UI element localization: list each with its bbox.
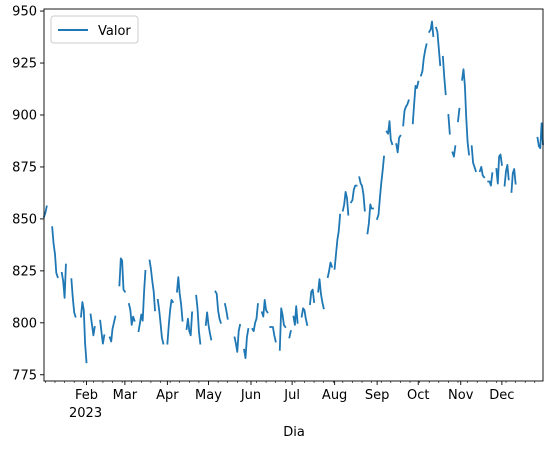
series-0-segment-22 [251, 303, 259, 333]
series-0-segment-21 [243, 327, 250, 360]
x-tick-label-6: Aug [322, 388, 347, 403]
series-0-segment-19 [223, 303, 229, 320]
y-tick-label-5: 900 [12, 108, 37, 123]
series-0-segment-13 [166, 298, 175, 345]
series-0-segment-12 [156, 298, 165, 345]
series-0-segment-10 [137, 269, 147, 333]
series-0-segment-5 [89, 313, 96, 337]
series-0-segment-18 [214, 290, 222, 324]
series-0-segment-24 [269, 326, 277, 343]
y-tick-label-4: 875 [12, 160, 37, 175]
series-0-segment-43 [427, 20, 435, 37]
series-0-segment-40 [402, 99, 410, 127]
series-0-segment-16 [195, 294, 202, 345]
series-0-segment-4 [80, 301, 88, 364]
x-axis-title: Dia [283, 425, 305, 440]
x-tick-label-4: Jun [240, 388, 261, 403]
y-axis: 775 800 825 850 875 900 925 950 [12, 5, 44, 383]
y-tick-label-2: 825 [12, 264, 37, 279]
series-0-segment-1 [51, 226, 59, 279]
series-0-segment-28 [300, 307, 309, 326]
series-0-segment-35 [358, 176, 366, 212]
series-0-segment-48 [457, 107, 461, 123]
series-0-segment-6 [99, 319, 106, 345]
y-tick-label-6: 925 [12, 57, 37, 72]
series-0-segment-14 [176, 276, 184, 322]
x-axis-year-label: 2023 [69, 406, 102, 421]
series-0-segment-41 [411, 80, 420, 125]
x-tick-label-0: Feb [75, 388, 98, 403]
series-0-segment-20 [233, 323, 242, 353]
series-0-segment-30 [317, 278, 325, 310]
series-0-segment-49 [461, 68, 470, 156]
series-0-segment-15 [185, 311, 194, 337]
series-0-segment-11 [148, 259, 156, 312]
series-0-segment-38 [385, 120, 394, 146]
series-0-segment-52 [487, 172, 494, 187]
x-tick-label-1: Mar [113, 388, 138, 403]
y-tick-label-1: 800 [12, 316, 37, 331]
series-0-segment-53 [495, 153, 503, 185]
plot-area [44, 9, 543, 381]
series-0-segment-33 [341, 190, 350, 216]
x-tick-label-2: Apr [156, 388, 179, 403]
series-0-segment-42 [419, 43, 428, 77]
series-0-segment-17 [204, 311, 213, 341]
legend-box [50, 15, 139, 44]
series-0-segment-47 [451, 145, 457, 158]
series-0-segment-26 [288, 330, 292, 339]
series-0-segment-29 [309, 288, 316, 306]
y-tick-label-3: 850 [12, 212, 37, 227]
series-0-segment-54 [503, 163, 510, 187]
x-tick-label-3: May [195, 388, 222, 403]
x-axis: Feb Mar Apr May Jun Jul Aug Sep Oct Nov Dec [75, 381, 514, 403]
series-layer [42, 20, 544, 364]
series-0-segment-46 [447, 114, 451, 135]
series-0-segment-39 [395, 134, 402, 154]
legend: Valor [50, 15, 139, 44]
series-0-segment-56 [536, 122, 544, 150]
series-0-segment-23 [260, 298, 269, 318]
series-0-segment-7 [108, 315, 117, 343]
series-0-segment-0 [42, 205, 48, 218]
series-0-segment-27 [292, 305, 299, 326]
x-tick-label-7: Sep [365, 388, 390, 403]
y-tick-label-7: 950 [12, 5, 37, 20]
legend-label-valor: Valor [98, 24, 131, 39]
series-0-segment-45 [441, 55, 447, 96]
series-0-segment-55 [510, 168, 517, 193]
series-0-segment-25 [278, 307, 287, 351]
series-0-segment-31 [326, 261, 334, 279]
series-0-segment-2 [60, 263, 67, 299]
series-0-segment-3 [70, 278, 77, 318]
series-0-segment-51 [478, 165, 486, 179]
series-0-segment-50 [470, 145, 477, 173]
plot-frame [43, 8, 544, 382]
series-0-segment-9 [127, 303, 136, 326]
y-tick-label-0: 775 [12, 368, 37, 383]
series-0-segment-34 [349, 184, 358, 204]
series-0-segment-8 [118, 257, 127, 293]
x-tick-label-10: Dec [489, 388, 514, 403]
x-tick-label-9: Nov [448, 388, 474, 403]
series-0-segment-37 [375, 155, 385, 221]
x-tick-label-8: Oct [407, 388, 429, 403]
x-tick-label-5: Jul [283, 388, 300, 403]
series-0-segment-32 [333, 213, 342, 270]
series-0-segment-36 [366, 203, 374, 235]
series-0-segment-44 [434, 26, 442, 67]
